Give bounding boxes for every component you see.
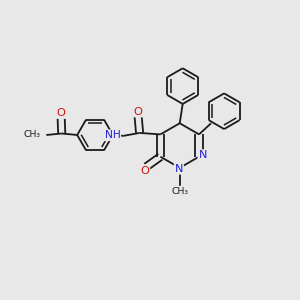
Text: O: O — [140, 166, 149, 176]
Text: O: O — [57, 108, 66, 118]
Text: O: O — [134, 106, 142, 116]
Text: CH₃: CH₃ — [23, 130, 40, 140]
Text: N: N — [198, 150, 207, 160]
Text: NH: NH — [104, 130, 120, 140]
Text: CH₃: CH₃ — [171, 187, 188, 196]
Text: N: N — [175, 164, 183, 174]
